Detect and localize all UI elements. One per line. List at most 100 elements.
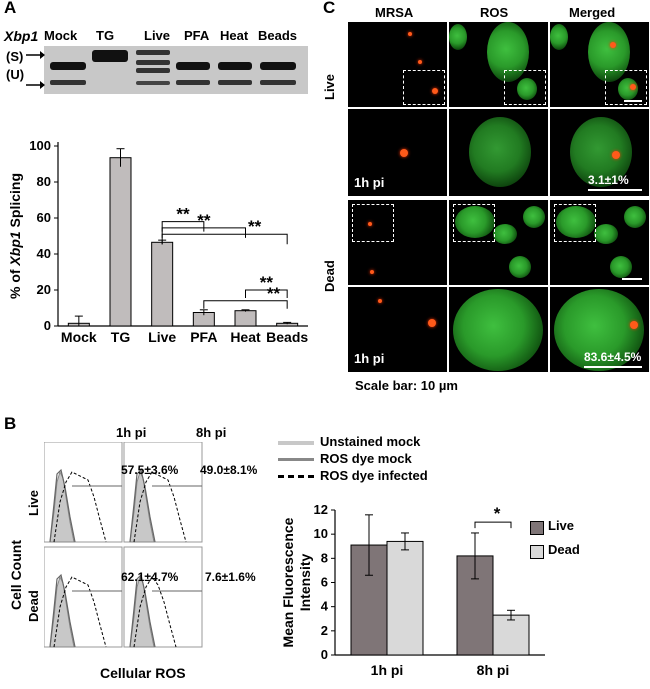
significance-bracket — [161, 221, 205, 232]
gel-lane-label: Live — [144, 28, 171, 43]
flow-cytometry-grid — [44, 442, 203, 648]
mrsa-dot — [612, 151, 620, 159]
y-tick-label: 80 — [37, 174, 51, 189]
zoom-region-box — [554, 204, 596, 242]
y-tick-label: 10 — [314, 526, 328, 541]
mfi-legend-label: Dead — [548, 542, 580, 557]
flow-col-header: 1h pi — [116, 425, 147, 440]
panel-c-row-label-live: Live — [322, 73, 337, 100]
scale-bar-caption: Scale bar: 10 µm — [355, 378, 458, 393]
zoom-region-box — [352, 204, 394, 242]
flow-pct-3: 62.1±4.7% — [121, 570, 179, 584]
mfi-legend-label: Live — [548, 518, 575, 533]
mrsa-dot — [378, 299, 382, 303]
legend-swatch-dye-mock — [278, 458, 314, 461]
dye-mock-curve — [129, 573, 156, 648]
flow-ylabel: Cell Count — [8, 540, 24, 610]
panel-a-label: A — [4, 0, 17, 17]
merged-cell — [624, 206, 646, 228]
mfi-legend-swatch-dead — [530, 545, 544, 559]
scale-bar — [624, 100, 642, 102]
dye-infected-curve — [133, 471, 187, 543]
legend-label: ROS dye mock — [320, 451, 412, 466]
x-tick-label: Live — [148, 329, 176, 345]
micrograph-live-ros — [449, 22, 548, 107]
mrsa-dot — [408, 32, 412, 36]
zoom-region-box — [605, 70, 647, 105]
x-tick-label: 8h pi — [477, 662, 510, 678]
y-axis-label-line: Mean Fluorescence — [280, 517, 296, 647]
x-tick-label: Mock — [61, 329, 97, 345]
x-tick-label: TG — [111, 329, 131, 345]
zoom-region-box — [504, 70, 546, 105]
dye-infected-curve — [133, 576, 177, 648]
legend-swatch-dye-infected — [278, 475, 314, 478]
dye-mock-curve — [129, 468, 156, 543]
gel-lane-label: PFA — [184, 28, 210, 43]
gel-lane-label: Mock — [44, 28, 78, 43]
micrograph-dead-ros — [449, 200, 548, 285]
mrsa-dot — [610, 42, 616, 48]
y-axis-label: % of Xbp1 Splicing — [7, 173, 23, 299]
significance-label: ** — [248, 217, 262, 236]
micrograph-live-merged-zoom: 3.1±1% — [550, 109, 649, 196]
significance-label: ** — [260, 273, 274, 292]
bar — [151, 241, 174, 327]
y-tick-label: 100 — [29, 138, 51, 153]
gel-band-label-s: (S) — [6, 49, 24, 64]
flow-pct-1: 57.5±3.6% — [121, 463, 179, 477]
gel-lane-labels: Mock TG Live PFA Heat Beads — [44, 28, 304, 46]
merged-cell — [570, 117, 632, 187]
y-axis-label-line: Intensity — [297, 554, 313, 612]
significance-label: * — [494, 504, 501, 523]
significance-bracket — [161, 233, 288, 245]
x-tick-label: Beads — [266, 329, 308, 345]
mfi-legend: Live Dead — [530, 518, 640, 568]
merged-cell — [550, 24, 568, 50]
x-tick-label: 1h pi — [371, 662, 404, 678]
y-tick-label: 2 — [321, 623, 328, 638]
panel-c-col-header: ROS — [480, 5, 509, 20]
significance-bracket — [245, 289, 288, 298]
ros-cell — [493, 224, 517, 244]
gel-gene-label: Xbp1 — [4, 28, 39, 44]
merged-cell — [588, 22, 630, 82]
dye-mock-curve — [49, 573, 76, 648]
y-axis-label-part: Splicing — [7, 173, 23, 231]
significance-label: ** — [176, 205, 190, 224]
ros-cell — [517, 78, 537, 100]
flow-xlabel: Cellular ROS — [100, 665, 186, 681]
micrograph-dead-ros-zoom — [449, 287, 548, 372]
merged-cell — [556, 206, 596, 238]
merged-cell — [594, 224, 618, 244]
scale-bar — [622, 278, 642, 280]
mfi-legend-swatch-live — [530, 521, 544, 535]
zoom-region-box — [403, 70, 445, 105]
bar — [234, 310, 257, 327]
micrograph-dead-mrsa — [348, 200, 447, 285]
dye-infected-curve — [53, 471, 107, 543]
legend-swatch-unstained — [278, 441, 314, 445]
gel-lane-label: Beads — [258, 28, 298, 43]
legend-label: ROS dye infected — [320, 468, 428, 483]
y-tick-label: 40 — [37, 246, 51, 261]
mrsa-dot — [630, 321, 638, 329]
flow-row-label-dead: Dead — [26, 590, 41, 622]
significance-label: ** — [267, 284, 281, 303]
bar — [386, 540, 424, 656]
gel-band-label-u: (U) — [6, 67, 25, 82]
y-tick-label: 0 — [321, 647, 328, 662]
gel-lane-label: Heat — [220, 28, 249, 43]
y-tick-label: 4 — [321, 599, 329, 614]
gel-image — [26, 46, 308, 94]
micrograph-live-mrsa-zoom: 1h pi — [348, 109, 447, 196]
panel-c-row-label-dead: Dead — [322, 260, 337, 292]
flow-row-label-live: Live — [26, 489, 41, 516]
significance-bracket — [203, 300, 288, 309]
flow-pct-2: 49.0±8.1% — [200, 463, 258, 477]
significance-bracket — [474, 521, 512, 529]
mrsa-dot — [630, 84, 636, 90]
gel-lane-label: TG — [96, 28, 115, 43]
legend-label: Unstained mock — [320, 434, 421, 449]
